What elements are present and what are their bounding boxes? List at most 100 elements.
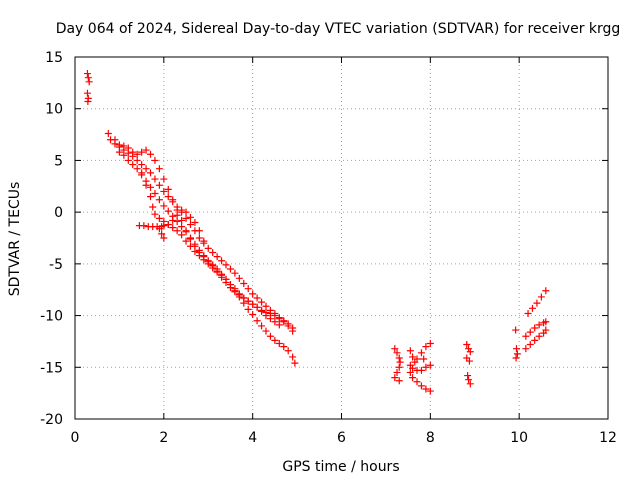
data-point: [395, 354, 403, 362]
data-point: [422, 343, 430, 351]
data-point: [213, 268, 221, 276]
data-point: [115, 148, 123, 156]
data-point: [222, 278, 230, 286]
y-tick-label: 0: [54, 205, 63, 221]
data-point: [151, 190, 159, 198]
data-point: [178, 223, 186, 231]
data-point: [164, 207, 172, 215]
data-point: [111, 140, 119, 148]
data-point: [186, 221, 194, 229]
data-point: [249, 290, 257, 298]
data-point: [204, 244, 212, 252]
data-point: [160, 222, 168, 230]
data-point: [235, 291, 243, 299]
data-point: [140, 222, 148, 230]
data-point: [147, 183, 155, 191]
data-point: [120, 151, 128, 159]
y-tick-label: -20: [40, 412, 63, 428]
data-point: [513, 350, 521, 358]
data-point: [284, 347, 292, 355]
data-point: [266, 315, 274, 323]
data-point: [535, 321, 543, 329]
data-point: [417, 382, 425, 390]
data-point: [531, 324, 539, 332]
data-point: [186, 242, 194, 250]
series-arc-10: [406, 355, 434, 374]
data-point: [169, 224, 177, 232]
data-point: [422, 363, 430, 371]
series-arc-13: [524, 287, 550, 318]
data-point: [178, 216, 186, 224]
data-point: [253, 303, 261, 311]
data-point: [182, 214, 190, 222]
data-point: [253, 317, 261, 325]
data-point: [169, 196, 177, 204]
data-point: [524, 310, 532, 318]
data-point: [244, 297, 252, 305]
x-tick-label: 6: [337, 430, 346, 446]
y-axis-label: SDTVAR / TECUs: [7, 182, 23, 297]
y-tick-label: -5: [49, 257, 63, 273]
data-point: [160, 187, 168, 195]
data-point: [542, 318, 550, 326]
series-arc-5: [135, 206, 208, 245]
data-point: [222, 261, 230, 269]
data-point: [186, 234, 194, 242]
data-point: [258, 322, 266, 330]
data-point: [289, 327, 297, 335]
data-point: [526, 341, 534, 349]
data-point: [209, 248, 217, 256]
series-arc-6: [155, 225, 168, 242]
data-point: [271, 336, 279, 344]
data-point: [160, 175, 168, 183]
data-point: [164, 185, 172, 193]
data-point: [195, 234, 203, 242]
data-point: [235, 274, 243, 282]
data-point: [466, 380, 474, 388]
data-point: [280, 318, 288, 326]
data-point: [426, 339, 434, 347]
series-arc-early: [83, 70, 93, 105]
data-point: [409, 364, 417, 372]
data-point: [284, 322, 292, 330]
data-point: [226, 284, 234, 292]
data-point: [84, 74, 92, 82]
series-arc-12: [512, 326, 521, 362]
data-point: [231, 269, 239, 277]
data-point: [537, 293, 545, 301]
data-point: [186, 213, 194, 221]
data-point: [160, 202, 168, 210]
data-point: [85, 78, 93, 86]
data-point: [262, 302, 270, 310]
data-point: [258, 298, 266, 306]
series-arc-8: [406, 339, 434, 366]
x-tick-label: 2: [159, 430, 168, 446]
data-point: [147, 150, 155, 158]
data-point: [417, 349, 425, 357]
data-point: [240, 294, 248, 302]
data-point: [466, 348, 474, 356]
data-point: [271, 318, 279, 326]
x-axis-label: GPS time / hours: [282, 459, 399, 475]
data-point: [160, 234, 168, 242]
data-point: [409, 374, 417, 382]
data-point: [218, 273, 226, 281]
data-point: [155, 165, 163, 173]
data-point: [149, 203, 157, 211]
data-point: [173, 211, 181, 219]
data-point: [195, 227, 203, 235]
series-arc-3: [115, 148, 299, 367]
data-point: [528, 304, 536, 312]
data-point: [142, 146, 150, 154]
data-point: [164, 221, 172, 229]
data-point: [209, 264, 217, 272]
y-tick-label: 5: [54, 153, 63, 169]
data-point: [463, 341, 471, 349]
data-point: [391, 345, 399, 353]
data-point: [244, 305, 252, 313]
data-point: [513, 345, 521, 353]
data-point: [200, 256, 208, 264]
data-point: [391, 374, 399, 382]
data-point: [191, 240, 199, 248]
